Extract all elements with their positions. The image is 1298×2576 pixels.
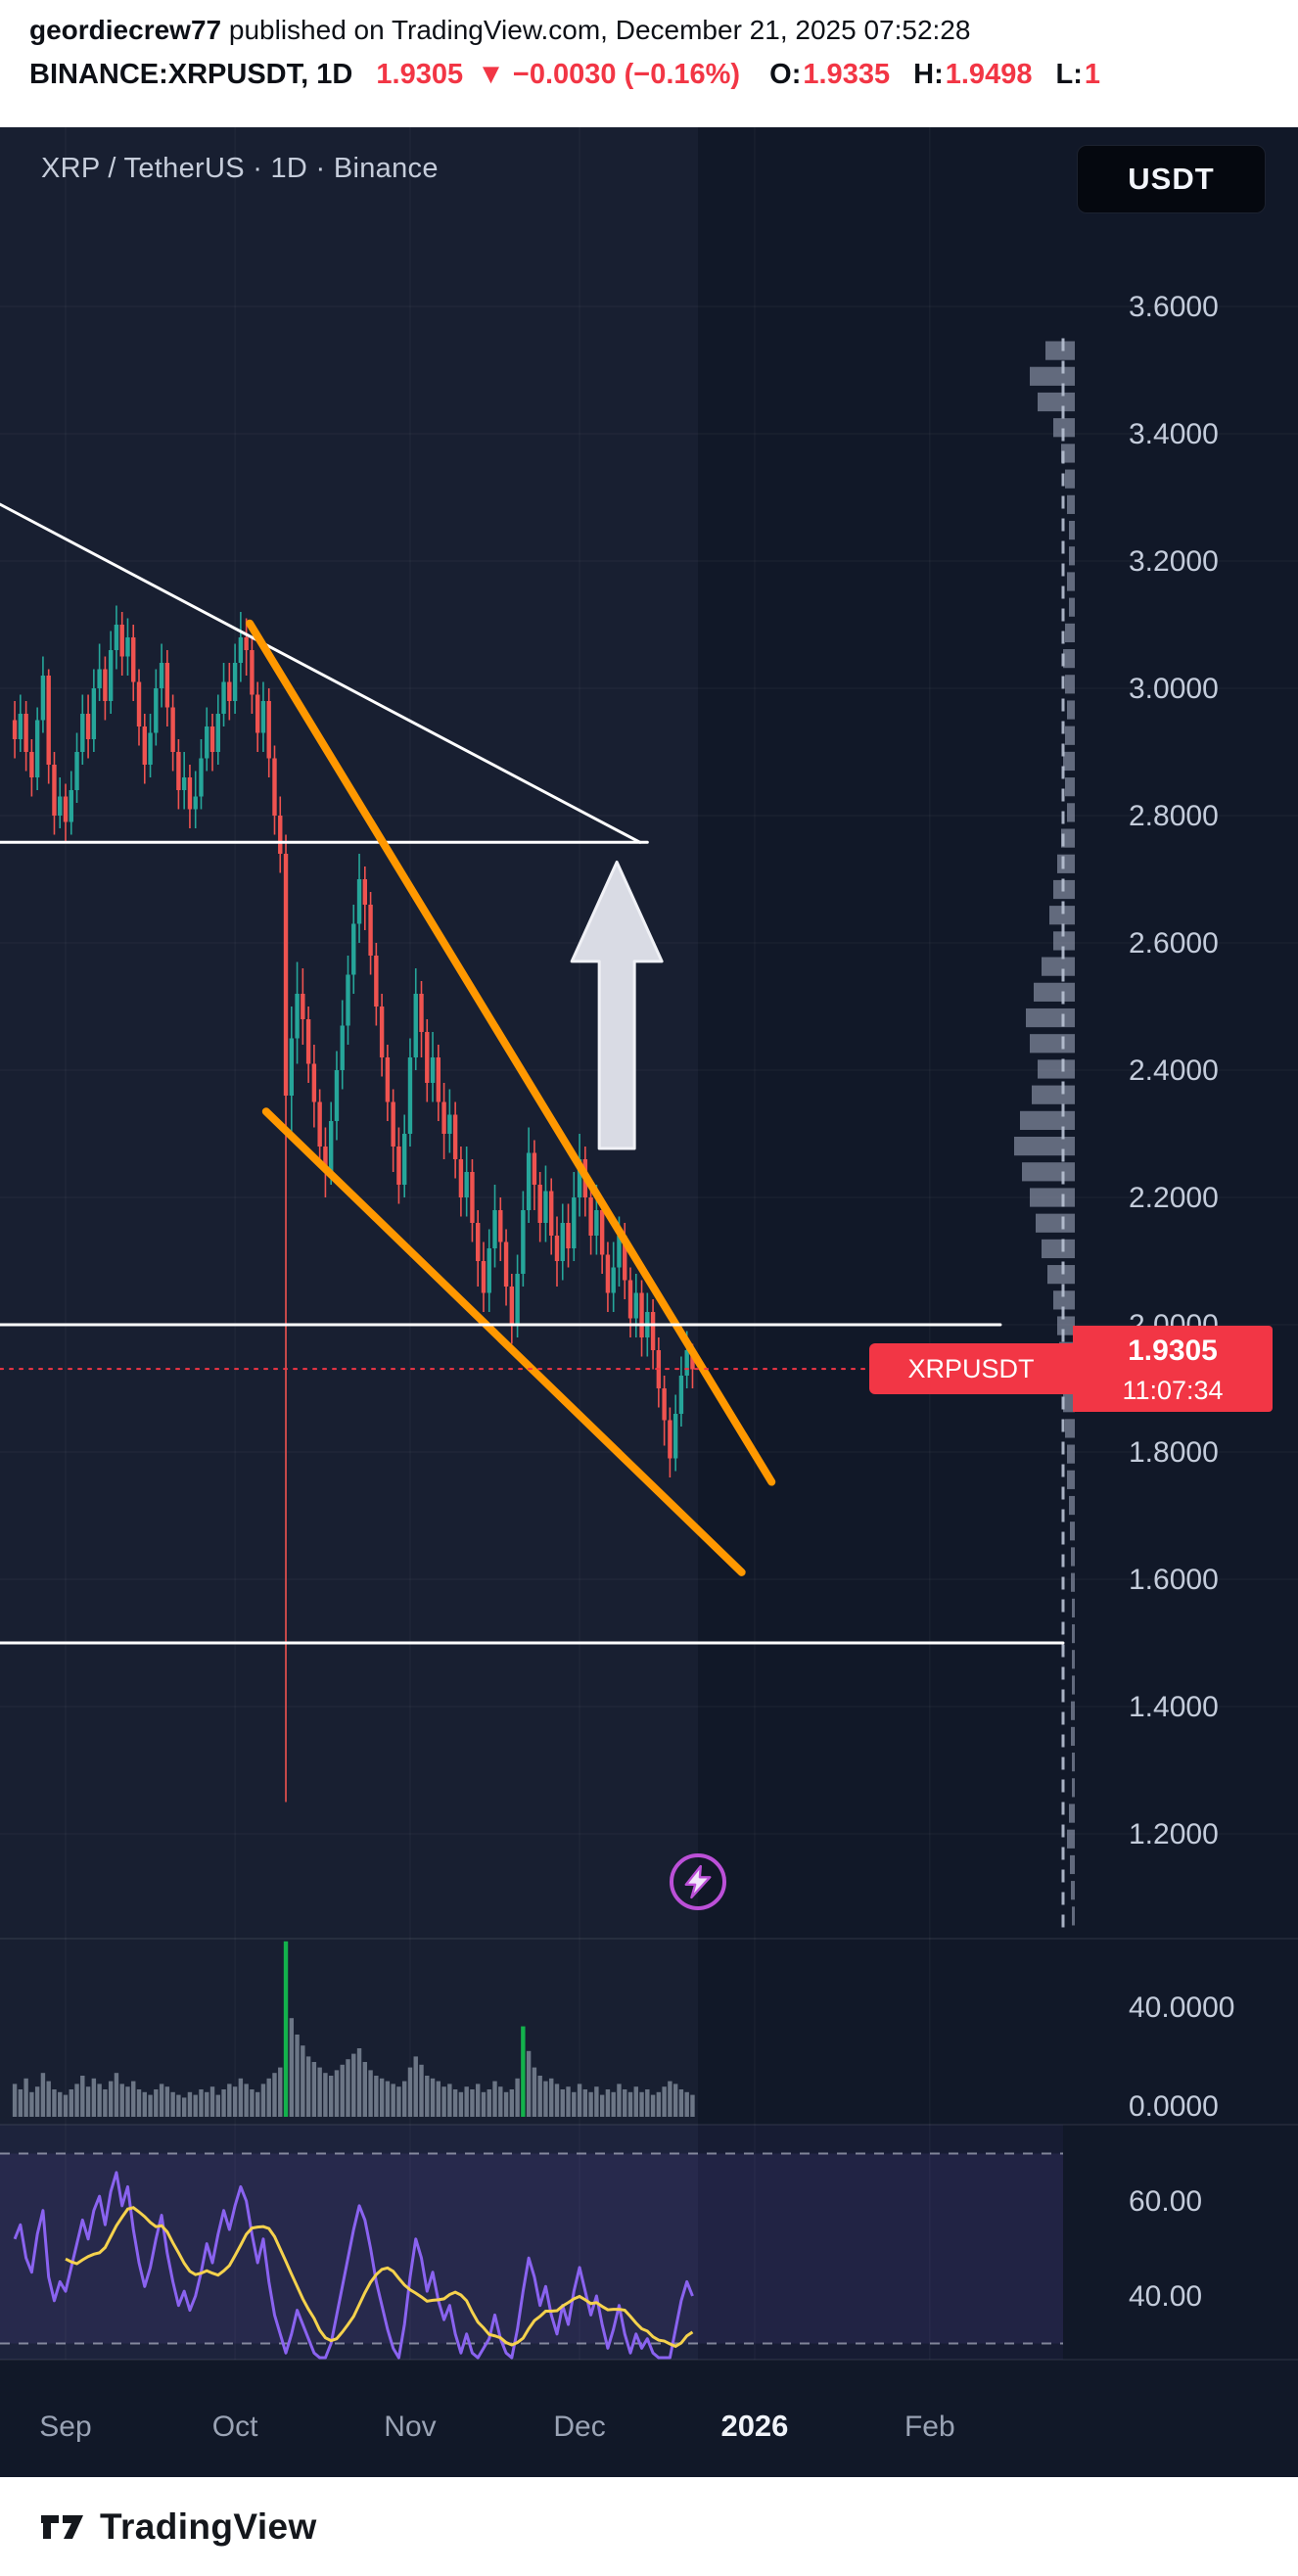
background-overlay [0, 127, 698, 2360]
descending-resistance-line[interactable] [0, 502, 642, 844]
tradingview-logo-icon[interactable] [39, 2510, 86, 2544]
volume-axis-label: 0.0000 [1129, 2090, 1219, 2123]
candlestick-series [12, 605, 695, 1803]
price-axis-label: 1.2000 [1129, 1818, 1219, 1850]
time-axis-label[interactable]: Feb [904, 2411, 955, 2443]
brand-footer: TradingView [0, 2477, 1298, 2576]
time-axis-label[interactable]: Nov [384, 2411, 436, 2443]
falling-wedge-upper-line[interactable] [246, 619, 776, 1486]
flash-reaction-badge[interactable] [670, 1853, 726, 1910]
price-change: ▼ −0.0030 (−0.16%) [477, 59, 741, 90]
falling-wedge-lower-line[interactable] [261, 1107, 746, 1576]
chart-legend[interactable]: XRP / TetherUS · 1D · Binance [41, 153, 439, 184]
rsi-pane [0, 2125, 1063, 2360]
brand-name[interactable]: TradingView [100, 2506, 317, 2547]
rsi-band-fill [0, 2153, 1063, 2344]
grid [0, 127, 1298, 2361]
time-axis-label[interactable]: Dec [553, 2411, 605, 2443]
currency-toggle-button[interactable]: USDT [1077, 145, 1266, 213]
price-axis-label: 3.2000 [1129, 545, 1219, 578]
volume-axis-label: 40.0000 [1129, 1991, 1234, 2024]
time-axis-label[interactable]: Sep [39, 2411, 91, 2443]
price-axis-label: 3.6000 [1129, 291, 1219, 323]
symbol-ohlc-line: BINANCE:XRPUSDT, 1D 1.9305 ▼ −0.0030 (−0… [29, 51, 1290, 98]
price-axis-label: 2.6000 [1129, 927, 1219, 960]
rsi-ma-line [65, 2206, 694, 2349]
header-last-price: 1.9305 [376, 59, 464, 90]
time-axis-label[interactable]: Oct [212, 2411, 258, 2443]
last-price-value: 1.9305 [1128, 1335, 1218, 1367]
last-price-box: 1.9305 11:07:34 [1073, 1326, 1273, 1412]
rsi-axis-label: 60.00 [1129, 2185, 1202, 2218]
price-axis-label: 1.8000 [1129, 1436, 1219, 1469]
publish-header: geordiecrew77 published on TradingView.c… [0, 0, 1298, 127]
rsi-axis-label: 40.00 [1129, 2280, 1202, 2313]
price-axis-label: 1.6000 [1129, 1564, 1219, 1596]
time-axis-label[interactable]: 2026 [720, 2409, 788, 2443]
time-axis-labels: Sep Oct Nov Dec 2026 Feb [39, 2409, 954, 2443]
price-axis-label: 2.2000 [1129, 1182, 1219, 1214]
open-label: O: [769, 59, 802, 90]
lightning-icon [684, 1864, 712, 1899]
past-data-region [0, 127, 698, 2360]
publish-info: geordiecrew77 published on TradingView.c… [29, 10, 1290, 51]
low-label: L: [1055, 59, 1083, 90]
bar-countdown: 11:07:34 [1122, 1376, 1224, 1405]
open-value: 1.9335 [803, 59, 891, 90]
price-axis-label: 3.0000 [1129, 673, 1219, 705]
price-line-symbol-tag: XRPUSDT [869, 1343, 1073, 1394]
high-value: 1.9498 [945, 59, 1033, 90]
chart-area[interactable]: 3.6000 3.4000 3.2000 3.0000 2.8000 2.6000 2.40… [0, 127, 1298, 2477]
chart-canvas[interactable]: 3.6000 3.4000 3.2000 3.0000 2.8000 2.6000 2.40… [0, 127, 1298, 2477]
rsi-line [13, 2171, 694, 2360]
publish-meta: published on TradingView.com, December 2… [221, 15, 971, 45]
price-axis-label: 1.4000 [1129, 1691, 1219, 1723]
price-axis-labels: 3.6000 3.4000 3.2000 3.0000 2.8000 2.6000 2.40… [1129, 291, 1234, 2313]
price-axis-label: 3.4000 [1129, 418, 1219, 450]
low-value: 1 [1084, 59, 1101, 90]
volume-series [12, 1941, 695, 2117]
price-axis-label: 2.8000 [1129, 800, 1219, 832]
breakout-up-arrow[interactable] [570, 860, 664, 1150]
volume-profile [1014, 338, 1075, 1930]
price-axis-label: 2.4000 [1129, 1054, 1219, 1087]
publisher-name: geordiecrew77 [29, 15, 222, 45]
high-label: H: [913, 59, 944, 90]
drawings [0, 502, 1069, 1645]
symbol-name: BINANCE:XRPUSDT, 1D [29, 59, 353, 90]
